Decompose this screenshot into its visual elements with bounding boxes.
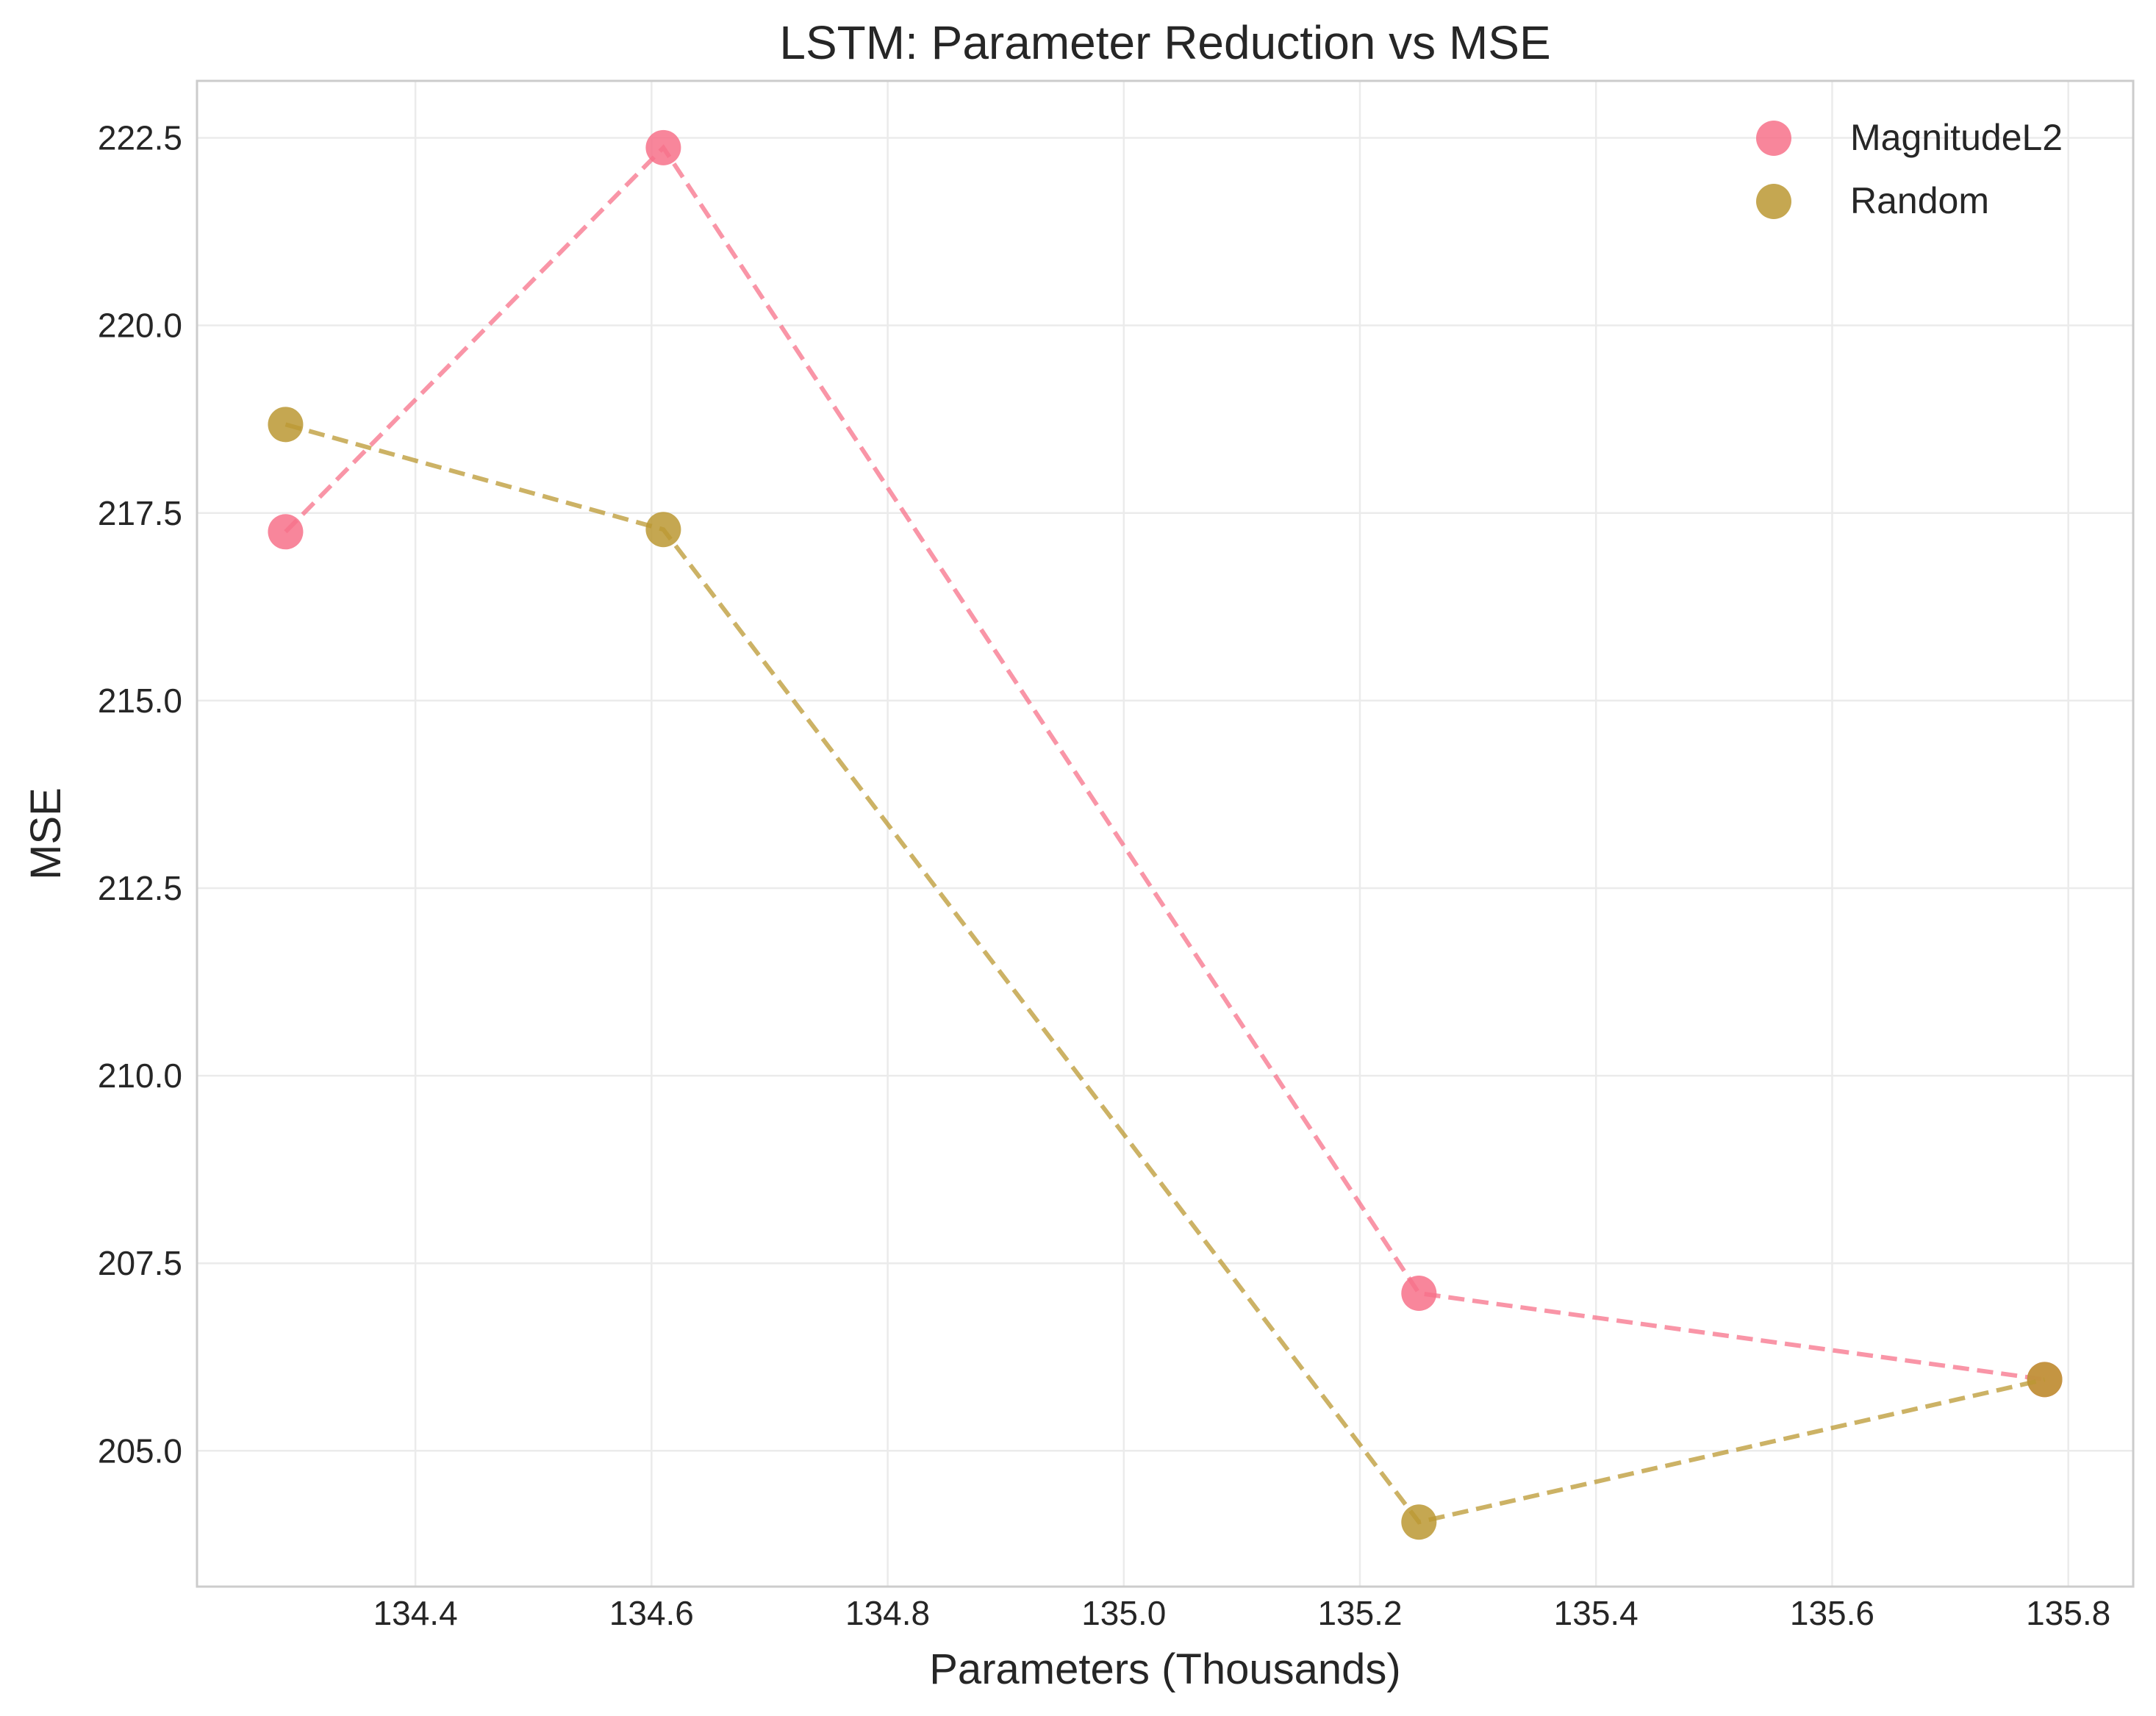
x-tick-label: 135.4 (1554, 1594, 1639, 1632)
x-tick-label: 135.0 (1081, 1594, 1166, 1632)
data-point-magnitudel2 (645, 129, 681, 165)
y-tick-label: 207.5 (98, 1244, 182, 1282)
y-tick-label: 217.5 (98, 494, 182, 532)
data-point-random (268, 407, 304, 443)
data-point-random (645, 512, 681, 548)
x-tick-label: 134.8 (845, 1594, 930, 1632)
chart-title: LSTM: Parameter Reduction vs MSE (779, 16, 1550, 69)
x-tick-label: 135.8 (2026, 1594, 2110, 1632)
legend-label-random: Random (1850, 180, 1989, 221)
x-tick-label: 134.6 (609, 1594, 694, 1632)
x-axis-label: Parameters (Thousands) (929, 1645, 1400, 1693)
series-line-magnitudel2 (284, 144, 2045, 1382)
ticks: 134.4 134.6 134.8 135.0 135.2 135.4 135.6 135.8… (98, 119, 2110, 1632)
y-tick-label: 220.0 (98, 307, 182, 345)
legend-label-magnitudel2: MagnitudeL2 (1850, 117, 2063, 158)
y-tick-label: 222.5 (98, 119, 182, 157)
y-tick-label: 212.5 (98, 869, 182, 907)
grid (197, 81, 2133, 1587)
legend: MagnitudeL2 Random (1756, 117, 2063, 221)
data-point-magnitudel2 (268, 514, 304, 550)
x-tick-label: 135.6 (1790, 1594, 1874, 1632)
legend-marker-random (1756, 184, 1791, 219)
y-axis-label: MSE (22, 787, 70, 880)
plot-frame (196, 79, 2135, 1588)
y-tick-label: 215.0 (98, 682, 182, 720)
series-line-random (284, 422, 2046, 1525)
y-tick-label: 210.0 (98, 1057, 182, 1095)
series-layer (268, 129, 2063, 1540)
y-tick-label: 205.0 (98, 1431, 182, 1470)
legend-marker-magnitudel2 (1756, 121, 1791, 156)
data-point-random (2027, 1362, 2063, 1398)
x-tick-label: 135.2 (1317, 1594, 1402, 1632)
x-tick-label: 134.4 (373, 1594, 458, 1632)
data-point-random (1401, 1504, 1437, 1540)
data-point-magnitudel2 (1401, 1276, 1437, 1312)
